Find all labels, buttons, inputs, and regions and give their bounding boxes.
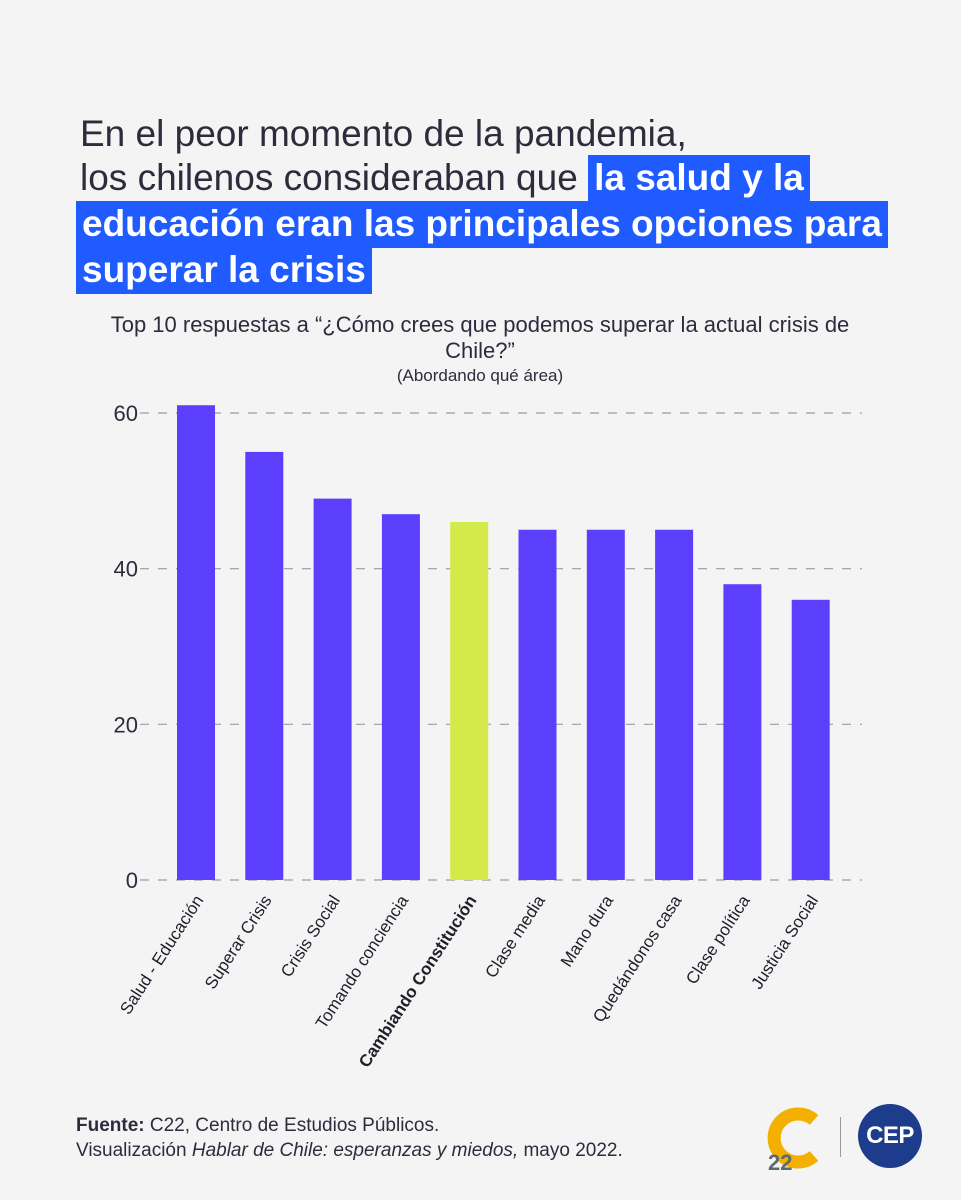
chart-bars — [177, 405, 830, 880]
y-axis-ticks: 0 20 40 60 — [114, 401, 138, 893]
y-tick-label: 20 — [114, 712, 138, 737]
x-tick-label: Clase media — [481, 891, 549, 981]
y-tick-label: 0 — [126, 868, 138, 893]
source-label: Fuente: — [76, 1115, 145, 1136]
cep-logo: CEP — [858, 1104, 922, 1168]
bar-7 — [655, 529, 694, 880]
y-tick-label: 60 — [114, 401, 138, 426]
chart-title: Top 10 respuestas a “¿Cómo crees que pod… — [110, 312, 850, 363]
viz-prefix: Visualización — [76, 1140, 187, 1161]
bar-0 — [177, 405, 215, 880]
x-tick-label: Salud - Educación — [116, 892, 207, 1018]
chart-title-block: Top 10 respuestas a “¿Cómo crees que pod… — [80, 312, 880, 388]
chart-subtitle: (Abordando qué área) — [396, 366, 564, 385]
headline: En el peor momento de la pandemia, los c… — [76, 112, 896, 294]
bar-1 — [245, 451, 284, 880]
viz-title: Hablar de Chile: esperanzas y miedos, — [191, 1140, 519, 1161]
bar-2 — [313, 498, 352, 880]
x-tick-label: Clase política — [682, 891, 754, 987]
x-tick-label: Mano dura — [557, 891, 617, 970]
bar-3 — [381, 514, 420, 880]
source-text: C22, Centro de Estudios Públicos. — [149, 1115, 440, 1136]
x-tick-label: Crisis Social — [277, 892, 344, 981]
logo-divider — [840, 1117, 841, 1157]
viz-date: mayo 2022. — [523, 1140, 623, 1161]
x-tick-label: Superar Crisis — [201, 892, 276, 993]
headline-line-1: En el peor momento de la pandemia, — [80, 113, 687, 154]
bar-9 — [791, 599, 830, 880]
footer-source: Fuente: C22, Centro de Estudios Públicos… — [76, 1113, 623, 1163]
c22-logo-text: 22 — [768, 1150, 792, 1172]
c22-logo-icon: 22 — [767, 1107, 819, 1172]
headline-line-2: los chilenos consideraban que — [80, 157, 578, 198]
bar-6 — [586, 529, 625, 880]
y-tick-label: 40 — [114, 557, 138, 582]
bar-5 — [518, 529, 557, 880]
x-tick-label: Justicia Social — [747, 892, 822, 993]
bar-8 — [723, 584, 762, 880]
x-tick-label: Cambiando Constitución — [355, 892, 481, 1071]
bar-4 — [450, 521, 489, 880]
